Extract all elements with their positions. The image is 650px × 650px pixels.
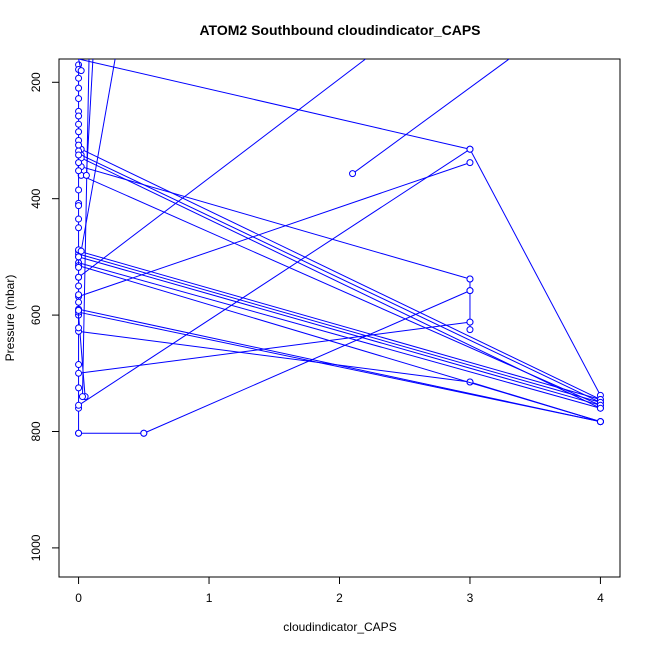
data-point: [75, 429, 83, 437]
series-19: [77, 145, 604, 403]
data-point: [596, 404, 604, 412]
data-point: [75, 273, 83, 281]
x-axis: 0 1 2 3 4: [75, 577, 604, 605]
data-point: [466, 275, 474, 283]
data-point: [140, 429, 148, 437]
series-line: [78, 162, 471, 297]
data-point: [349, 170, 357, 178]
x-tick-label: 0: [75, 591, 82, 605]
series-12: [75, 305, 604, 426]
y-axis: 200 400 600 800 1000: [29, 72, 59, 561]
series-21: [77, 171, 604, 409]
data-point: [75, 401, 83, 409]
data-point: [82, 171, 90, 179]
data-point: [77, 67, 85, 75]
x-tick-label: 1: [206, 591, 213, 605]
series-line: [78, 265, 601, 423]
series-line: [78, 253, 601, 403]
data-point: [75, 202, 83, 210]
y-tick-label: 1000: [29, 534, 43, 561]
y-tick-label: 200: [29, 72, 43, 92]
series-line: [80, 154, 601, 403]
data-point: [466, 145, 474, 153]
series-line: [469, 148, 601, 396]
series-13: [75, 308, 604, 426]
series-line: [78, 250, 601, 400]
series-25: [75, 61, 83, 332]
data-point: [596, 418, 604, 426]
series-6: [75, 318, 474, 377]
data-point: [75, 95, 83, 103]
series-line: [78, 59, 366, 278]
data-point: [75, 167, 83, 175]
chart-title: ATOM2 Southbound cloudindicator_CAPS: [199, 22, 480, 38]
series-line: [78, 311, 601, 423]
data-point: [75, 74, 83, 82]
y-tick-label: 400: [29, 188, 43, 208]
y-tick-label: 600: [29, 305, 43, 325]
data-point: [75, 369, 83, 377]
series-layer: [75, 59, 604, 437]
data-point: [75, 384, 83, 392]
series-29: [77, 59, 85, 75]
data-point: [75, 186, 83, 194]
series-line: [85, 59, 94, 176]
data-point: [75, 112, 83, 120]
series-18: [75, 262, 604, 426]
data-point: [75, 120, 83, 128]
x-tick-label: 4: [597, 591, 604, 605]
series-16: [75, 253, 604, 409]
data-point: [466, 326, 474, 334]
plot-frame: [58, 58, 621, 578]
data-point: [75, 253, 83, 261]
data-point: [75, 84, 83, 92]
series-28: [77, 59, 116, 255]
data-point: [75, 306, 83, 314]
data-point: [75, 361, 83, 369]
series-line: [80, 59, 116, 252]
data-point: [75, 141, 83, 149]
series-line: [80, 157, 601, 409]
data-point: [75, 128, 83, 136]
series-line: [143, 290, 471, 434]
y-tick-label: 800: [29, 421, 43, 441]
series-line: [78, 321, 471, 374]
series-line: [80, 148, 601, 400]
data-point: [75, 291, 83, 299]
series-line: [81, 166, 471, 280]
data-point: [75, 215, 83, 223]
data-point: [75, 151, 83, 159]
series-line: [352, 59, 510, 175]
data-point: [75, 298, 83, 306]
x-tick-label: 3: [467, 591, 474, 605]
data-point: [78, 393, 86, 401]
series-line: [78, 59, 471, 150]
series-line: [78, 262, 601, 409]
series-22: [77, 154, 604, 412]
series-8: [466, 145, 604, 399]
series-23: [78, 59, 474, 153]
series-line: [78, 256, 601, 406]
data-point: [75, 224, 83, 232]
series-line: [78, 148, 471, 406]
series-2: [140, 287, 474, 437]
data-point: [75, 159, 83, 167]
series-1: [75, 429, 148, 437]
series-10: [349, 59, 510, 178]
y-axis-label: Pressure (mbar): [3, 275, 17, 362]
series-27: [82, 59, 94, 179]
x-axis-label: cloudindicator_CAPS: [283, 620, 396, 634]
data-point: [77, 247, 85, 255]
data-point: [75, 263, 83, 271]
data-point: [75, 324, 83, 332]
data-point: [75, 282, 83, 290]
data-point: [466, 159, 474, 167]
data-point: [466, 318, 474, 326]
series-line: [78, 330, 471, 383]
data-point: [466, 287, 474, 295]
x-tick-label: 2: [336, 591, 343, 605]
